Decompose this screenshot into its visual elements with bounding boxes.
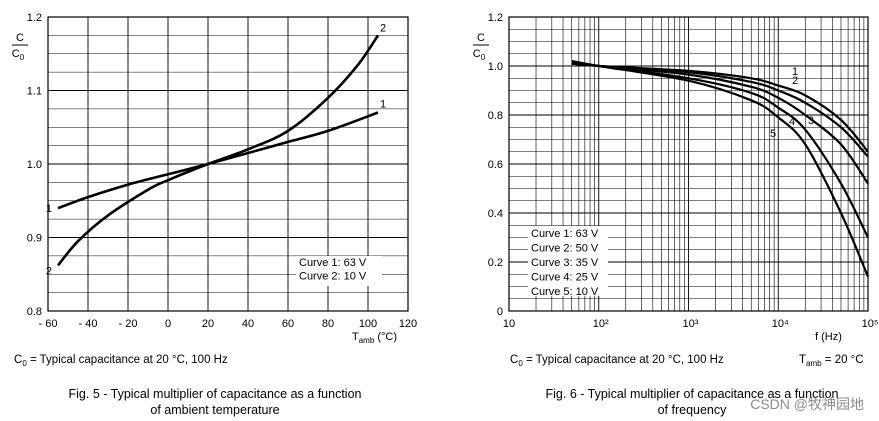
- x-tick-label: 0: [165, 318, 171, 330]
- x-tick-label: - 60: [39, 318, 58, 330]
- x-axis-label-sub: amb: [359, 336, 375, 345]
- x-tick-label: 10⁴: [772, 318, 789, 330]
- series-line-2: [571, 62, 869, 158]
- y-tick-label: 0.8: [27, 306, 42, 318]
- y-axis-label-denominator-sub: 0: [481, 53, 486, 62]
- fig5-caption-line1: Fig. 5 - Typical multiplier of capacitan…: [69, 387, 362, 401]
- series-label-start-1: 1: [46, 203, 52, 215]
- x-tick-label: 10³: [683, 318, 699, 330]
- fig6-note: C0 = Typical capacitance at 20 °C, 100 H…: [510, 354, 724, 368]
- x-tick-label: 10⁵: [862, 318, 879, 330]
- series-line-2: [56, 34, 380, 267]
- y-axis-label-denominator-sub: 0: [20, 53, 25, 62]
- series-label-3: 3: [808, 115, 814, 127]
- y-tick-label: 0.4: [488, 208, 503, 220]
- series-line-3: [571, 61, 869, 185]
- series-label-2: 2: [792, 75, 798, 87]
- legend-box: [296, 256, 382, 286]
- y-tick-label: 1.2: [488, 12, 503, 24]
- x-tick-label: 80: [322, 318, 334, 330]
- legend-entry: Curve 2: 10 V: [299, 271, 367, 283]
- fig6-caption-line2: of frequency: [658, 403, 728, 417]
- x-axis-label-unit: (°C): [374, 331, 397, 343]
- series-label-4: 4: [789, 116, 795, 128]
- chart-temperature: - 60- 40- 20 0 20 40 60 80 100 1200.80.91.01.11…: [12, 12, 417, 345]
- plot-frame: [508, 16, 869, 312]
- fig5-caption-line2: of ambient temperature: [150, 403, 279, 417]
- legend-entry: Curve 5: 10 V: [531, 286, 599, 298]
- fig6-note-right-rest: = 20 °C: [822, 354, 864, 366]
- x-tick-label: 60: [282, 318, 294, 330]
- fig5-note: C0 = Typical capacitance at 20 °C, 100 H…: [14, 354, 228, 368]
- x-tick-label: 20: [202, 318, 214, 330]
- y-axis-label-numerator: C: [16, 32, 24, 44]
- series-label-1: 1: [792, 66, 798, 78]
- series-label-start-2: 2: [46, 265, 52, 277]
- series-line-5: [571, 60, 870, 278]
- y-axis-label-denominator: C0: [12, 48, 25, 62]
- y-tick-label: 1.0: [488, 61, 503, 73]
- x-tick-label: 120: [399, 318, 417, 330]
- y-axis-label-numerator: C: [477, 32, 485, 44]
- y-axis-label-denominator: C0: [473, 48, 486, 62]
- y-tick-label: 0.8: [488, 110, 503, 122]
- series-label-5: 5: [770, 128, 776, 140]
- x-tick-label: 40: [242, 318, 254, 330]
- x-axis-label: f (Hz): [815, 331, 842, 343]
- x-tick-label: 100: [359, 318, 377, 330]
- series-label-end-1: 1: [380, 99, 386, 111]
- y-tick-label: 0.6: [488, 159, 503, 171]
- x-tick-label: - 40: [79, 318, 98, 330]
- watermark: CSDN @牧神园地: [750, 396, 864, 412]
- fig5-note-rest: = Typical capacitance at 20 °C, 100 Hz: [27, 354, 228, 366]
- plot-frame: [47, 16, 409, 312]
- legend-entry: Curve 4: 25 V: [531, 272, 599, 284]
- fig6-caption-line1: Fig. 6 - Typical multiplier of capacitan…: [546, 387, 839, 401]
- fig5-note-sub: 0: [22, 359, 27, 368]
- y-tick-label: 1.2: [27, 12, 42, 24]
- legend-entry: Curve 2: 50 V: [531, 243, 599, 255]
- y-tick-label: 0.2: [488, 257, 503, 269]
- x-tick-label: 10: [503, 318, 515, 330]
- legend-entry: Curve 1: 63 V: [531, 228, 599, 240]
- y-tick-label: 1.1: [27, 86, 42, 98]
- fig6-note-right-sub: amb: [806, 359, 822, 368]
- fig6-note-right: Tamb = 20 °C: [799, 354, 864, 368]
- series-label-end-2: 2: [380, 22, 386, 34]
- x-axis-label: Tamb (°C): [352, 331, 397, 345]
- y-tick-label: 0.9: [27, 233, 42, 245]
- x-tick-label: 10²: [593, 318, 609, 330]
- y-tick-label: 1.0: [27, 159, 42, 171]
- fig6-note-sub: 0: [518, 359, 523, 368]
- x-tick-label: - 20: [119, 318, 138, 330]
- fig6-note-rest: = Typical capacitance at 20 °C, 100 Hz: [523, 354, 724, 366]
- y-tick-label: 0: [497, 306, 503, 318]
- legend-box: [528, 226, 608, 296]
- legend-entry: Curve 1: 63 V: [299, 257, 367, 269]
- legend-entry: Curve 3: 35 V: [531, 257, 599, 269]
